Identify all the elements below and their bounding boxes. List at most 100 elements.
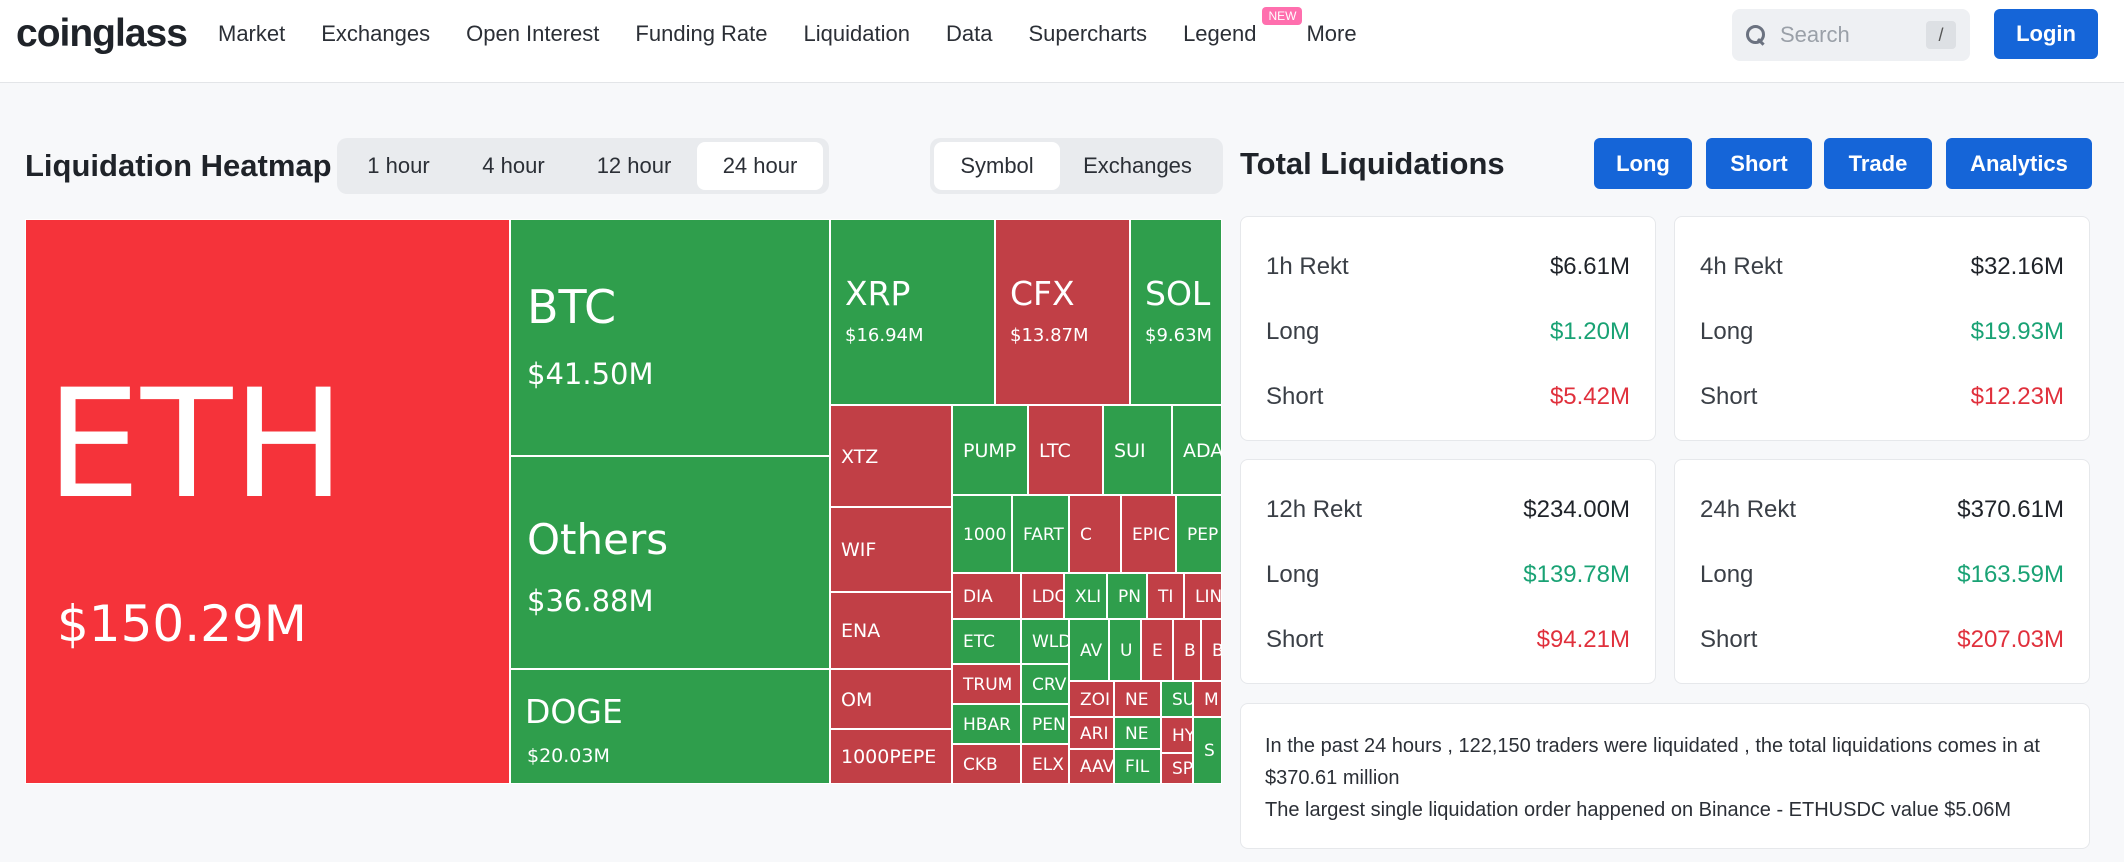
heatmap-tile[interactable]: XTZ — [830, 405, 952, 507]
nav-funding-rate[interactable]: Funding Rate — [635, 21, 768, 46]
heatmap-tile[interactable]: OM — [830, 669, 952, 729]
heatmap-tile[interactable]: LTC — [1028, 405, 1103, 495]
heatmap-tile[interactable]: ENA — [830, 592, 952, 669]
heatmap-tile[interactable]: NE — [1114, 717, 1161, 749]
total-liquidations-title: Total Liquidations — [1240, 146, 1505, 181]
tile-symbol: ZOI — [1080, 689, 1111, 710]
heatmap-tile[interactable]: ZOI — [1069, 681, 1114, 717]
heatmap-tile[interactable]: SUI — [1103, 405, 1172, 495]
heatmap-tile[interactable]: NE — [1114, 681, 1161, 717]
nav-legend[interactable]: Legend NEW — [1183, 7, 1303, 47]
coinglass-logo[interactable]: coinglass — [16, 12, 188, 55]
heatmap-tile[interactable]: 1000PEPE — [830, 729, 952, 784]
heatmap-tile[interactable]: ETH $150.29M — [25, 219, 510, 784]
long-label: Long — [1700, 318, 1754, 345]
tab-24-hour[interactable]: 24 hour — [697, 142, 823, 190]
nav-supercharts[interactable]: Supercharts — [1028, 21, 1148, 46]
tile-symbol: PEN — [1032, 714, 1066, 735]
nav-liquidation[interactable]: Liquidation — [803, 21, 910, 46]
liquidation-summary: In the past 24 hours , 122,150 traders w… — [1240, 703, 2090, 849]
heatmap-tile[interactable]: U — [1109, 619, 1141, 681]
nav-exchanges[interactable]: Exchanges — [321, 21, 431, 46]
tab-12-hour[interactable]: 12 hour — [596, 153, 672, 178]
nav-data[interactable]: Data — [945, 21, 993, 46]
search-box[interactable]: Search / — [1732, 9, 1970, 61]
heatmap-tile[interactable]: DOGE $20.03M — [510, 669, 830, 784]
heatmap-tile[interactable]: ADA — [1172, 405, 1222, 495]
heatmap-tile[interactable]: WIF — [830, 507, 952, 592]
heatmap-tile[interactable]: TI — [1147, 573, 1184, 619]
heatmap-tile[interactable]: PEN — [1021, 704, 1069, 744]
heatmap-tile[interactable]: DIA — [952, 573, 1021, 619]
short-value: $12.23M — [1970, 383, 2064, 410]
tab-exchanges[interactable]: Exchanges — [1083, 153, 1192, 178]
tab-1-hour[interactable]: 1 hour — [367, 153, 430, 178]
tab-4-hour[interactable]: 4 hour — [482, 153, 545, 178]
heatmap-tile[interactable]: LIN — [1184, 573, 1222, 619]
heatmap-tile[interactable]: 1000 — [952, 495, 1012, 573]
heatmap-tile[interactable]: ARI — [1069, 717, 1114, 749]
nav-open-interest[interactable]: Open Interest — [466, 21, 600, 46]
heatmap-tile[interactable]: C — [1069, 495, 1121, 573]
heatmap-tile[interactable]: AAV — [1069, 749, 1114, 784]
tab-symbol[interactable]: Symbol — [934, 142, 1060, 190]
heatmap-tile[interactable]: HBAR — [952, 704, 1021, 744]
tile-symbol: XRP — [845, 274, 911, 313]
tile-symbol: B — [1212, 641, 1221, 661]
heatmap-tile[interactable]: M — [1193, 681, 1222, 717]
trade-button[interactable]: Trade — [1824, 138, 1932, 189]
heatmap-tile[interactable]: FIL — [1114, 749, 1161, 784]
tile-symbol: CKB — [963, 754, 998, 775]
nav-market[interactable]: Market — [218, 21, 286, 46]
search-input[interactable]: Search — [1780, 22, 1850, 47]
card-label: 24h Rekt — [1700, 496, 1797, 523]
card-label: 4h Rekt — [1700, 253, 1783, 280]
tile-symbol: M — [1204, 689, 1219, 710]
tile-symbol: ADA — [1183, 439, 1222, 462]
long-value: $163.59M — [1957, 561, 2064, 588]
heatmap-tile[interactable]: SOL $9.63M — [1130, 219, 1222, 405]
login-button[interactable]: Login — [1994, 9, 2098, 59]
tile-value: $13.87M — [1010, 325, 1089, 346]
search-shortcut-key: / — [1926, 21, 1956, 49]
heatmap-tile[interactable]: HY — [1161, 717, 1193, 753]
heatmap-title: Liquidation Heatmap — [25, 148, 332, 183]
heatmap-tile[interactable]: B — [1201, 619, 1222, 681]
long-button[interactable]: Long — [1594, 138, 1692, 189]
tile-symbol: NE — [1125, 689, 1149, 710]
short-label: Short — [1266, 626, 1324, 653]
heatmap-tile[interactable]: B — [1173, 619, 1201, 681]
heatmap-tile[interactable]: PEP — [1176, 495, 1222, 573]
tile-symbol: PUMP — [963, 439, 1017, 462]
analytics-button[interactable]: Analytics — [1946, 138, 2092, 189]
heatmap-tile[interactable]: ETC — [952, 619, 1021, 664]
heatmap-tile[interactable]: PN — [1107, 573, 1147, 619]
heatmap-tile[interactable]: SU — [1161, 681, 1193, 717]
heatmap-tile[interactable]: AV — [1069, 619, 1109, 681]
heatmap-tile[interactable]: EPIC — [1121, 495, 1176, 573]
top-navbar: coinglass Market Exchanges Open Interest… — [0, 0, 2124, 83]
heatmap-tile[interactable]: LDO — [1021, 573, 1064, 619]
heatmap-tile[interactable]: E — [1141, 619, 1173, 681]
heatmap-tile[interactable]: CFX $13.87M — [995, 219, 1130, 405]
short-value: $5.42M — [1549, 383, 1630, 410]
tile-symbol: CRV — [1032, 674, 1067, 695]
heatmap-tile[interactable]: S — [1193, 717, 1222, 784]
card-label: 12h Rekt — [1266, 496, 1363, 523]
heatmap-tile[interactable]: TRUM — [952, 664, 1021, 704]
short-button[interactable]: Short — [1706, 138, 1812, 189]
tile-symbol: ARI — [1080, 723, 1109, 744]
heatmap-tile[interactable]: SPX — [1161, 753, 1193, 784]
heatmap-tile[interactable]: FART — [1012, 495, 1069, 573]
tile-symbol: B — [1184, 640, 1196, 661]
heatmap-tile[interactable]: ELX — [1021, 744, 1069, 784]
heatmap-tile[interactable]: CRV — [1021, 664, 1069, 704]
heatmap-tile[interactable]: XRP $16.94M — [830, 219, 995, 405]
heatmap-tile[interactable]: CKB — [952, 744, 1021, 784]
heatmap-tile[interactable]: Others $36.88M — [510, 456, 830, 669]
nav-more[interactable]: More — [1306, 21, 1357, 46]
heatmap-tile[interactable]: WLD — [1021, 619, 1069, 664]
heatmap-tile[interactable]: BTC $41.50M — [510, 219, 830, 456]
heatmap-tile[interactable]: PUMP — [952, 405, 1028, 495]
heatmap-tile[interactable]: XLI — [1064, 573, 1107, 619]
